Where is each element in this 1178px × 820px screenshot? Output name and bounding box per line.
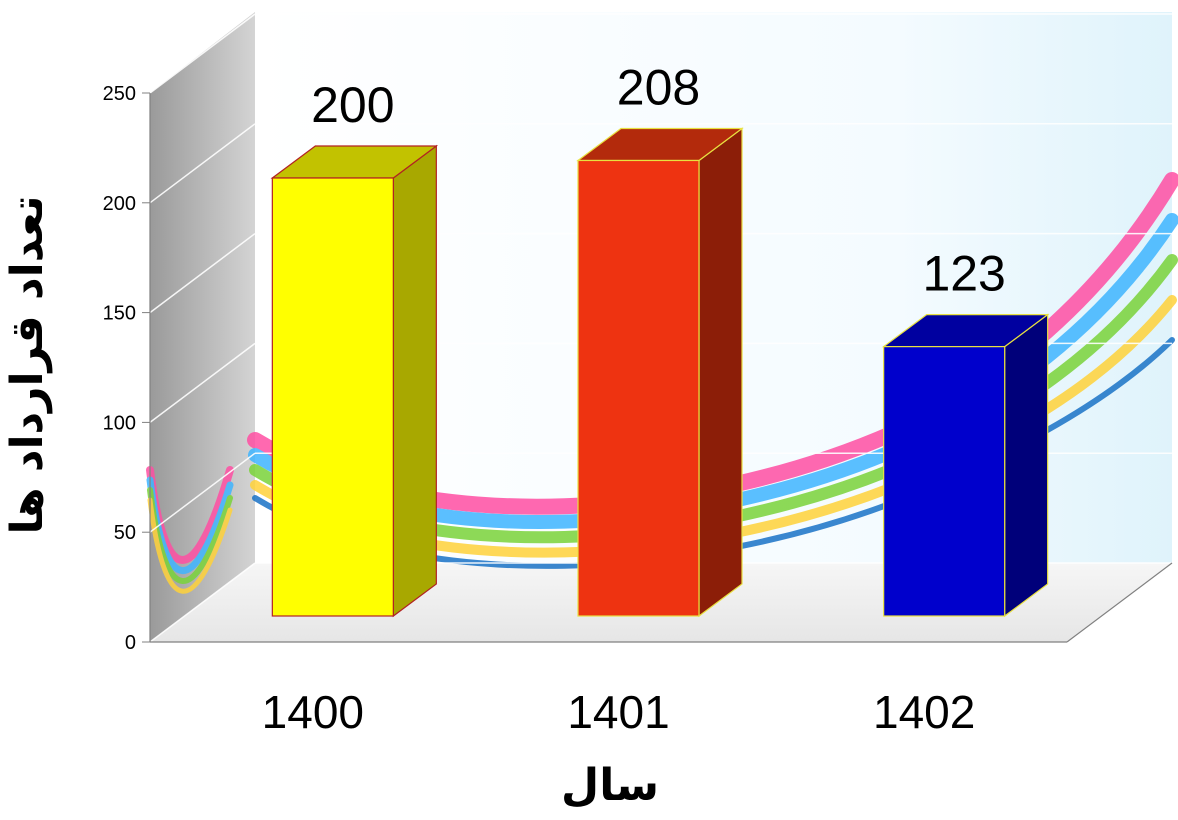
y-tick-label: 0 bbox=[125, 632, 136, 654]
bar-side bbox=[698, 127, 743, 618]
data-labels: 200 208 123 bbox=[311, 59, 1006, 301]
data-label: 200 bbox=[311, 77, 394, 133]
gridline-left bbox=[149, 233, 256, 314]
y-tick-label: 100 bbox=[103, 412, 136, 434]
bar-side bbox=[392, 144, 437, 618]
y-axis-title: تعداد قرارداد ها bbox=[2, 196, 53, 535]
data-label: 123 bbox=[922, 246, 1005, 302]
x-tick-label: 1400 bbox=[262, 686, 364, 738]
gridline-left bbox=[149, 452, 256, 533]
gridline-left bbox=[149, 342, 256, 423]
x-tick-label: 1402 bbox=[873, 686, 975, 738]
data-label: 208 bbox=[617, 59, 700, 115]
y-tick-label: 200 bbox=[103, 193, 136, 215]
x-tick-label: 1401 bbox=[567, 686, 669, 738]
bar-side bbox=[1004, 313, 1049, 618]
bars bbox=[270, 127, 1050, 618]
bar bbox=[577, 159, 700, 617]
y-axis: 0 50 100 150 200 250 bbox=[103, 83, 1173, 654]
x-axis-title: سال bbox=[561, 760, 659, 811]
gridline-left bbox=[149, 13, 256, 94]
x-axis-labels: 1400 1401 1402 bbox=[262, 686, 976, 738]
bar bbox=[271, 177, 394, 617]
gridline-left bbox=[149, 562, 256, 643]
floor-edge bbox=[1066, 562, 1173, 643]
y-tick-label: 250 bbox=[103, 83, 136, 105]
bar bbox=[883, 346, 1006, 617]
gridline-left bbox=[149, 123, 256, 204]
y-tick-label: 150 bbox=[103, 303, 136, 325]
y-tick-label: 50 bbox=[114, 522, 136, 544]
